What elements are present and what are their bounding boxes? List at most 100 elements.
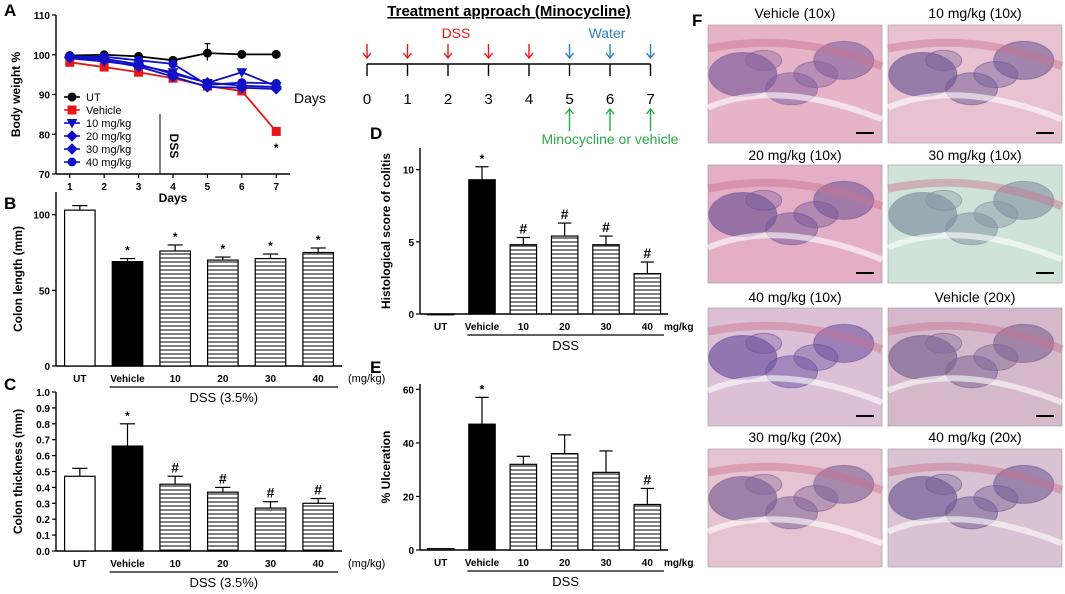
a-annotation: * — [274, 141, 279, 155]
dss-arrow-icon — [483, 44, 494, 60]
e-unit-label: mg/kg — [664, 558, 693, 569]
micrograph-image — [706, 164, 884, 284]
micrograph-label: 40 mg/kg (10x) — [748, 289, 841, 305]
c-y-tick-label: 0.1 — [36, 531, 50, 542]
c-significance-mark: # — [171, 459, 179, 475]
panel-c-colon-thickness-chart: 0.0 0.1 0.2 0.3 0.4 0.5 0.6 0.7 0.8 0.9 1.0 UT * Vehi… — [11, 388, 385, 590]
b-category-label: UT — [73, 374, 86, 385]
d-significance-mark: * — [480, 152, 485, 166]
d-significance-mark: # — [519, 220, 527, 236]
micrograph-image — [706, 24, 884, 144]
d-bar — [468, 179, 496, 315]
c-bar — [302, 502, 335, 552]
b-category-label: 10 — [170, 374, 182, 385]
d-bar — [592, 244, 620, 315]
a-data-point — [237, 78, 247, 88]
e-y-tick-label: 0 — [408, 546, 414, 557]
micrograph-label: 40 mg/kg (20x) — [928, 429, 1021, 445]
micrograph-label: 10 mg/kg (10x) — [928, 5, 1021, 21]
a-y-tick-label: 70 — [39, 170, 51, 181]
a-y-tick-label: 110 — [34, 11, 51, 22]
b-significance-mark: * — [316, 233, 321, 247]
c-y-tick-label: 0.4 — [36, 483, 50, 494]
panel-f-micrographs: Vehicle (10x) 10 mg/kg (10x) 20 mg/kg (10x… — [706, 5, 1064, 568]
treatment-arrow-icon — [605, 107, 615, 131]
c-y-tick-label: 0.6 — [36, 452, 50, 463]
panel-label-d: D — [370, 124, 382, 143]
micrograph-image — [886, 307, 1064, 427]
e-bar — [592, 471, 620, 551]
e-category-label: 10 — [518, 558, 530, 569]
e-y-axis-label: % Ulceration — [379, 431, 393, 504]
timeline-day-label: 4 — [525, 91, 533, 108]
a-x-tick-label: 6 — [239, 182, 245, 193]
c-unit-label: (mg/kg) — [348, 558, 385, 570]
c-category-label: 40 — [313, 559, 325, 570]
b-y-axis-label: Colon length (mm) — [11, 226, 25, 332]
e-y-tick-label: 60 — [403, 385, 415, 396]
a-data-point — [167, 68, 179, 80]
micrograph-label: Vehicle (20x) — [935, 289, 1016, 305]
a-legend-label: 40 mg/kg — [86, 157, 131, 169]
panel-b-colon-length-chart: 0 50 100 UT * Vehicle * 10 * 20 * 30 * 40 DSS (3.5%) (m… — [11, 192, 385, 405]
d-significance-mark: # — [643, 245, 651, 261]
b-y-tick-label: 0 — [44, 362, 50, 373]
b-bar — [302, 251, 335, 367]
e-category-label: 20 — [559, 558, 571, 569]
a-data-point — [134, 55, 144, 65]
c-category-label: 20 — [217, 559, 229, 570]
panel-label-f: F — [692, 11, 702, 30]
micrograph-image — [706, 307, 884, 427]
a-y-tick-label: 80 — [39, 130, 51, 141]
b-significance-mark: * — [125, 244, 130, 258]
a-legend-marker — [67, 92, 77, 102]
d-significance-mark: # — [561, 206, 569, 222]
c-bar — [159, 483, 192, 552]
a-legend-label: 30 mg/kg — [86, 144, 131, 156]
b-significance-mark: * — [268, 239, 273, 253]
c-category-label: Vehicle — [110, 559, 145, 570]
a-legend-marker — [67, 105, 77, 115]
a-legend-label: Vehicle — [86, 105, 121, 117]
a-x-tick-label: 2 — [101, 182, 107, 193]
e-y-tick-label: 20 — [403, 492, 415, 503]
d-category-label: 20 — [559, 322, 571, 333]
dss-arrow-icon — [443, 44, 453, 60]
timeline-day-label: 0 — [363, 91, 371, 108]
a-data-point — [236, 68, 248, 78]
e-significance-mark: * — [480, 382, 485, 396]
d-y-axis-label: Histological score of colitis — [379, 153, 393, 309]
e-bar — [426, 548, 455, 551]
c-y-tick-label: 0.7 — [36, 436, 50, 447]
a-data-point — [168, 59, 178, 69]
micrograph-label: Vehicle (10x) — [755, 5, 836, 21]
timeline-day-label: 3 — [484, 91, 492, 108]
c-bar — [254, 507, 287, 552]
panel-e-ulceration-chart: 0 20 40 60 UT * Vehicle 10 20 30 #40 DSS mg/kg % Ulce… — [379, 382, 693, 589]
micrograph-label: 30 mg/kg (20x) — [748, 429, 841, 445]
b-category-label: 40 — [313, 374, 325, 385]
timeline-water-label: Water — [589, 25, 626, 41]
micrograph-image — [886, 24, 1064, 144]
a-y-tick-label: 90 — [39, 91, 51, 102]
a-data-point — [237, 49, 247, 59]
panel-label-c: C — [4, 375, 16, 394]
e-bar — [550, 453, 579, 551]
d-bar — [426, 313, 455, 316]
b-bar — [111, 261, 144, 367]
treatment-timeline: Treatment approach (Minocycline) DSS Wat… — [294, 3, 679, 147]
a-y-tick-label: 100 — [33, 51, 50, 62]
c-bar — [111, 445, 144, 552]
a-x-tick-label: 7 — [273, 182, 279, 193]
a-legend-label: 20 mg/kg — [86, 131, 131, 143]
a-legend-marker — [66, 130, 78, 142]
d-y-tick-label: 5 — [408, 238, 414, 249]
timeline-day-label: 1 — [403, 91, 411, 108]
timeline-day-label: 5 — [565, 91, 573, 108]
c-category-label: 10 — [170, 559, 182, 570]
a-x-axis-label: Days — [159, 191, 188, 205]
c-y-tick-label: 0.9 — [36, 404, 50, 415]
a-legend-marker — [66, 143, 78, 155]
water-arrow-icon — [645, 44, 656, 60]
